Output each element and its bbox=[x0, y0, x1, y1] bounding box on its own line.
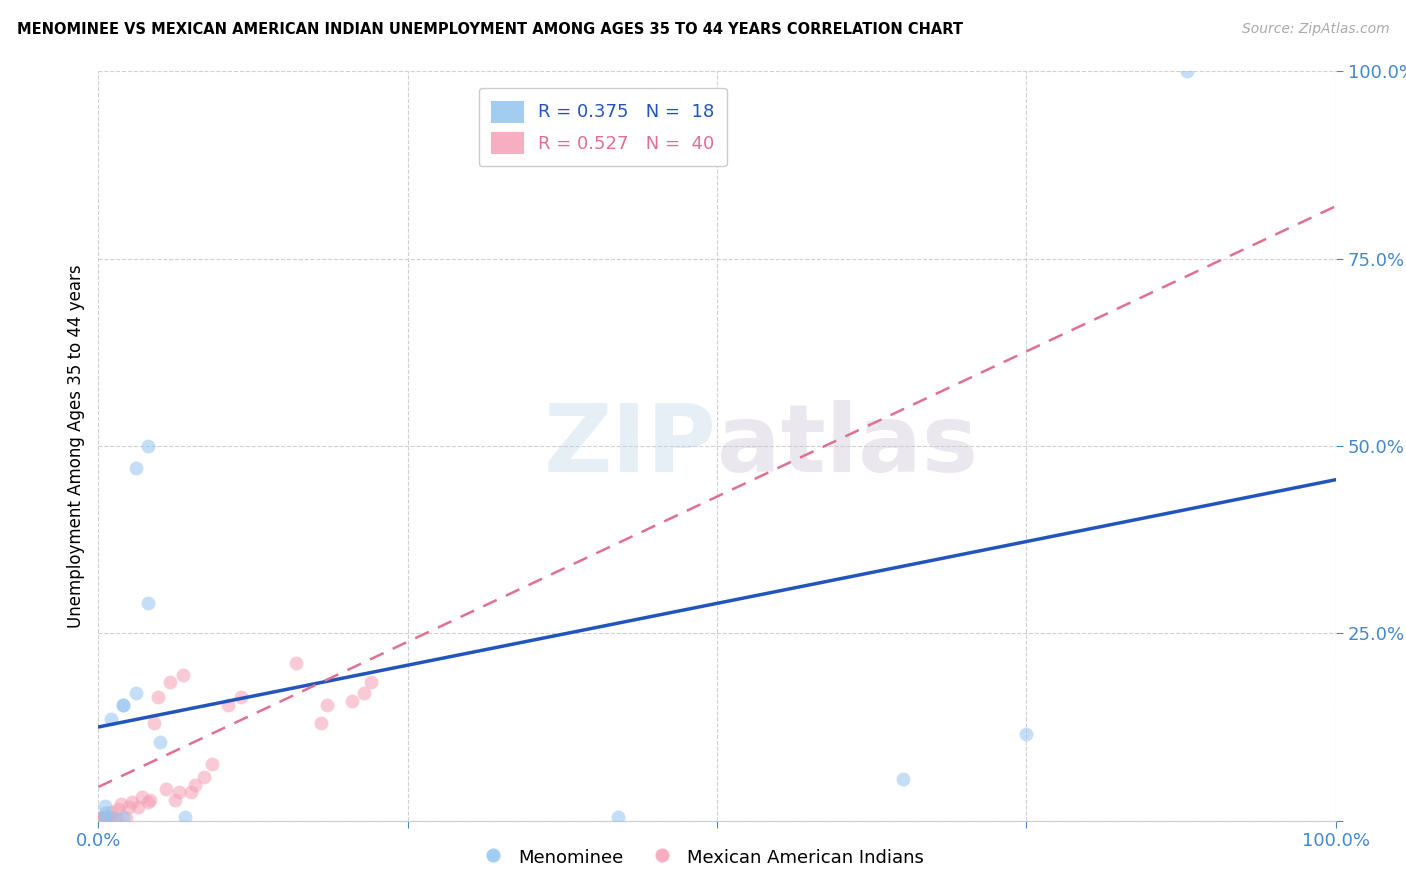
Point bbox=[127, 800, 149, 814]
Text: atlas: atlas bbox=[717, 400, 979, 492]
Point bbox=[112, 810, 135, 824]
Point bbox=[607, 810, 630, 824]
Point bbox=[93, 806, 115, 821]
Point bbox=[110, 797, 132, 812]
Point bbox=[229, 690, 252, 704]
Point bbox=[93, 812, 115, 826]
Point bbox=[124, 686, 146, 700]
Point bbox=[143, 716, 166, 731]
Point bbox=[93, 811, 115, 825]
Point bbox=[155, 782, 177, 797]
Point bbox=[112, 698, 135, 712]
Point bbox=[131, 789, 153, 804]
Point bbox=[285, 657, 308, 671]
Text: ZIP: ZIP bbox=[544, 400, 717, 492]
Point bbox=[136, 596, 159, 610]
Point bbox=[174, 810, 197, 824]
Point bbox=[193, 770, 215, 784]
Point bbox=[118, 800, 141, 814]
Point bbox=[124, 461, 146, 475]
Point bbox=[201, 757, 224, 772]
Point bbox=[93, 810, 115, 824]
Point bbox=[97, 811, 120, 825]
Point bbox=[149, 735, 172, 749]
Point bbox=[1015, 727, 1038, 741]
Point bbox=[172, 667, 194, 681]
Point bbox=[316, 698, 339, 712]
Point bbox=[100, 810, 122, 824]
Point bbox=[309, 716, 332, 731]
Point bbox=[1175, 64, 1198, 78]
Point bbox=[167, 785, 190, 799]
Point bbox=[104, 811, 127, 825]
Point bbox=[103, 811, 125, 825]
Point bbox=[93, 798, 115, 813]
Point bbox=[136, 795, 159, 809]
Text: MENOMINEE VS MEXICAN AMERICAN INDIAN UNEMPLOYMENT AMONG AGES 35 TO 44 YEARS CORR: MENOMINEE VS MEXICAN AMERICAN INDIAN UNE… bbox=[17, 22, 963, 37]
Point bbox=[100, 713, 122, 727]
Point bbox=[112, 698, 135, 712]
Point bbox=[107, 802, 129, 816]
Point bbox=[90, 812, 112, 826]
Point bbox=[165, 792, 187, 806]
Point bbox=[100, 805, 122, 819]
Point bbox=[159, 675, 181, 690]
Point bbox=[90, 811, 112, 825]
Point bbox=[217, 698, 239, 712]
Point bbox=[114, 811, 136, 825]
Point bbox=[91, 811, 114, 825]
Point bbox=[97, 810, 120, 824]
Legend: R = 0.375   N =  18, R = 0.527   N =  40: R = 0.375 N = 18, R = 0.527 N = 40 bbox=[478, 88, 727, 166]
Point bbox=[91, 812, 114, 826]
Point bbox=[121, 795, 143, 809]
Point bbox=[353, 686, 375, 700]
Point bbox=[891, 772, 914, 787]
Point bbox=[340, 694, 363, 708]
Point bbox=[180, 785, 202, 799]
Point bbox=[139, 792, 162, 806]
Point bbox=[93, 811, 115, 825]
Point bbox=[146, 690, 169, 704]
Point bbox=[360, 675, 382, 690]
Text: Source: ZipAtlas.com: Source: ZipAtlas.com bbox=[1241, 22, 1389, 37]
Point bbox=[184, 778, 207, 792]
Legend: Menominee, Mexican American Indians: Menominee, Mexican American Indians bbox=[475, 840, 931, 874]
Point bbox=[136, 439, 159, 453]
Y-axis label: Unemployment Among Ages 35 to 44 years: Unemployment Among Ages 35 to 44 years bbox=[66, 264, 84, 628]
